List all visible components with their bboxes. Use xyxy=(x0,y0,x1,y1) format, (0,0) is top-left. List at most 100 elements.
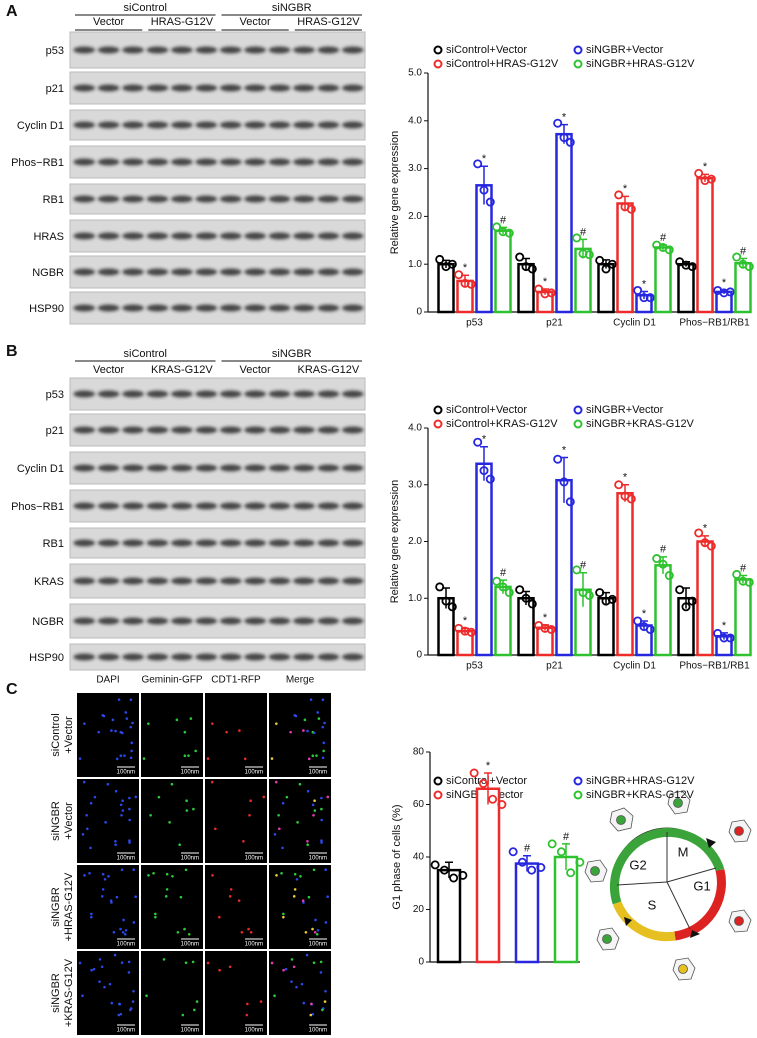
cell-nucleus xyxy=(302,1001,306,1005)
legend-swatch xyxy=(573,790,583,800)
condition-label: siControl xyxy=(50,713,62,756)
replicate-point xyxy=(473,437,483,447)
blot-band xyxy=(122,653,144,661)
blot-header: siNGBR xyxy=(272,2,312,14)
cell-nucleus xyxy=(124,928,128,932)
cell-nucleus xyxy=(129,725,133,729)
replicate-point xyxy=(515,252,525,262)
cell-nucleus xyxy=(86,827,89,831)
blot-band xyxy=(268,617,291,625)
cell-nucleus xyxy=(85,813,88,817)
blot-band xyxy=(293,121,315,129)
blot-band xyxy=(195,195,218,203)
cell-nucleus xyxy=(124,711,128,714)
blot-band xyxy=(219,502,242,510)
blot-band xyxy=(97,232,120,240)
phase-label: G2 xyxy=(629,857,646,872)
cell-nucleus xyxy=(323,721,326,725)
blot-band xyxy=(171,121,193,129)
cell-nucleus xyxy=(120,813,123,817)
cell-nucleus xyxy=(278,827,281,831)
blot-band xyxy=(317,84,340,92)
blot-row-label: KRAS xyxy=(34,576,64,588)
error-bar xyxy=(445,861,453,878)
cell-nucleus xyxy=(274,780,278,784)
panel-letter: C xyxy=(6,681,18,698)
scale-label: 100nm xyxy=(181,770,199,776)
cell-nucleus xyxy=(302,729,305,732)
blot-band xyxy=(195,577,218,585)
cell-nucleus xyxy=(104,821,107,824)
blot-row-label: RB1 xyxy=(43,538,64,550)
cell-nucleus xyxy=(132,868,135,872)
blot-band xyxy=(219,617,242,625)
cell-nucleus xyxy=(289,730,292,734)
replicate-point xyxy=(694,528,704,538)
significance-marker: # xyxy=(500,214,507,226)
cell-nucleus xyxy=(245,1013,249,1017)
cell-nucleus xyxy=(293,888,297,891)
condition-label: siNGBR xyxy=(50,887,62,927)
cell-nucleus xyxy=(218,915,221,919)
cell-nucleus xyxy=(273,994,276,998)
blot-band xyxy=(244,268,266,276)
replicate-point xyxy=(527,264,537,274)
cell-nucleus xyxy=(187,932,191,936)
blot-band xyxy=(268,46,291,54)
replicate-point xyxy=(645,624,655,634)
cell-nucleus xyxy=(315,754,318,757)
significance-marker: # xyxy=(524,843,531,855)
blot-band xyxy=(171,464,193,472)
channel-label: Merge xyxy=(286,675,315,686)
blot-band xyxy=(244,390,266,398)
blot-band xyxy=(268,577,291,585)
blot-band xyxy=(244,464,266,472)
blot-band xyxy=(317,195,340,203)
replicate-point xyxy=(633,285,643,295)
blot-header: siControl xyxy=(124,348,167,360)
cell-nucleus xyxy=(316,928,320,932)
cell-nucleus xyxy=(113,953,117,957)
blot-band xyxy=(122,158,144,166)
blot-band xyxy=(293,158,315,166)
blot-band xyxy=(171,304,193,312)
cell-nucleus xyxy=(246,1002,249,1006)
blot-group: Vector xyxy=(93,364,125,376)
blot-band xyxy=(293,653,315,661)
blot-band xyxy=(146,653,169,661)
replicate-point xyxy=(435,582,445,592)
phase-divider xyxy=(666,881,691,930)
blot-group: Vector xyxy=(240,16,272,28)
scale-label: 100nm xyxy=(181,942,199,948)
replicate-point xyxy=(517,857,527,867)
replicate-point xyxy=(485,197,495,207)
cell-nucleus xyxy=(313,931,317,934)
y-tick-label: 0 xyxy=(416,650,422,661)
legend-label: siControl+Vector xyxy=(446,404,527,416)
cell-nucleus xyxy=(310,1002,313,1006)
blot-band xyxy=(122,539,144,547)
cell-nucleus xyxy=(152,872,155,875)
blot-band xyxy=(122,390,144,398)
replicate-point xyxy=(566,868,576,878)
blot-band xyxy=(219,232,242,240)
significance-marker: * xyxy=(642,278,647,290)
cell-nucleus xyxy=(110,1001,114,1005)
significance-marker: * xyxy=(543,276,548,288)
blot-band xyxy=(73,464,95,472)
cell-nucleus xyxy=(211,874,214,877)
cell-nucleus xyxy=(295,877,299,881)
cell-nucleus xyxy=(184,961,188,965)
replicate-point xyxy=(706,174,716,184)
replicate-point xyxy=(639,293,649,303)
cell-nucleus xyxy=(129,756,133,760)
red-arc xyxy=(674,868,726,941)
blot-band xyxy=(146,502,169,510)
blot-band xyxy=(244,426,266,434)
cell-nucleus xyxy=(312,731,316,735)
cell-nucleus xyxy=(303,718,307,722)
blot-band xyxy=(244,158,266,166)
blot-band xyxy=(244,653,266,661)
blot-band xyxy=(219,577,242,585)
blot-band xyxy=(317,502,340,510)
